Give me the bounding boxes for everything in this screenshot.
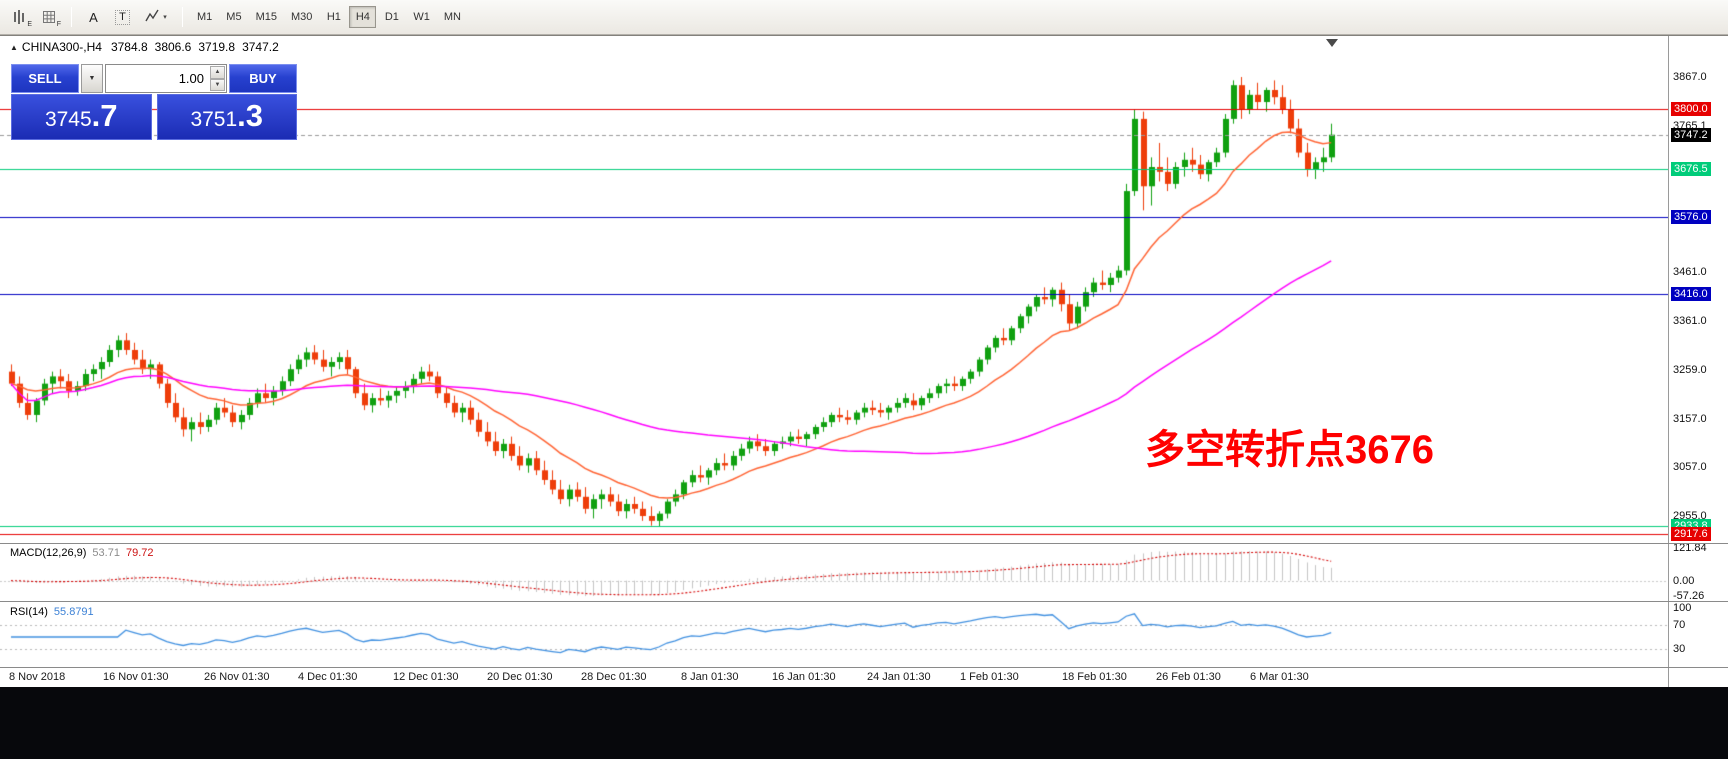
time-axis-label: 16 Nov 01:30 [103, 671, 169, 683]
macd-label: MACD(12,26,9) 53.71 79.72 [10, 547, 153, 559]
macd-indicator-canvas[interactable] [0, 544, 1668, 601]
timeframe-button-m5[interactable]: M5 [226, 11, 242, 23]
macd-main-value: 53.71 [92, 547, 120, 559]
tool-sub-label: E [27, 21, 32, 28]
price-badge: 3800.0 [1671, 102, 1711, 117]
time-axis-label: 18 Feb 01:30 [1062, 671, 1127, 683]
text-label-glyph: A [89, 9, 98, 25]
macd-axis-tick: -57.26 [1673, 589, 1705, 602]
ohlc-low: 3719.8 [198, 40, 236, 54]
timeframe-button-h4[interactable]: H4 [349, 6, 377, 28]
buy-button[interactable]: BUY [229, 64, 297, 93]
ask-price-main: 3751 [190, 108, 238, 131]
price-tick: 3461.0 [1673, 266, 1707, 279]
order-options-dropdown[interactable]: ▼ [81, 64, 103, 93]
price-badge: 3676.5 [1671, 161, 1711, 176]
time-axis-label: 26 Nov 01:30 [204, 671, 270, 683]
bar-chart-tool-icon[interactable]: E [7, 5, 34, 29]
tool-sub-label: F [56, 21, 61, 28]
macd-axis-tick: 0.00 [1673, 574, 1695, 587]
rsi-axis-tick: 100 [1673, 602, 1692, 614]
symbol-marker-icon: ▲ [10, 42, 18, 52]
chart-shift-marker-icon [1326, 39, 1338, 47]
symbol-title: CHINA300-,H4 [21, 40, 102, 54]
terminal-area [0, 687, 1728, 759]
text-box-tool-icon[interactable]: T [109, 5, 136, 29]
bid-price-main: 3745 [44, 108, 92, 131]
rsi-axis-tick: 30 [1673, 642, 1686, 655]
chevron-down-icon: ▾ [163, 14, 167, 21]
timeframe-button-d1[interactable]: D1 [384, 11, 399, 23]
text-label-tool-icon[interactable]: A [80, 5, 107, 29]
price-tick: 3867.0 [1673, 71, 1707, 83]
sell-button[interactable]: SELL [11, 64, 79, 93]
time-axis-label: 1 Feb 01:30 [960, 671, 1019, 683]
time-axis-label: 8 Jan 01:30 [681, 671, 739, 683]
time-axis-label: 8 Nov 2018 [9, 671, 66, 683]
polyline-tool-icon[interactable]: ▾ [138, 5, 174, 29]
price-tick: 3057.0 [1673, 460, 1707, 473]
timeframe-button-group: M1 M5 M15 M30 H1 H4 D1 W1 MN [190, 6, 468, 28]
time-axis[interactable]: 8 Nov 2018 16 Nov 01:30 26 Nov 01:30 4 Dec … [0, 668, 1668, 687]
rsi-value: 55.8791 [53, 606, 94, 618]
chart-window: ▲ CHINA300-,H4 3784.8 3806.6 3719.8 3747… [0, 35, 1728, 687]
timeframe-button-m1[interactable]: M1 [197, 11, 213, 23]
panel-splitter[interactable] [0, 543, 1728, 544]
timeframe-button-mn[interactable]: MN [443, 11, 461, 23]
time-axis-label: 16 Jan 01:30 [772, 671, 836, 683]
price-badge: 2917.6 [1671, 527, 1711, 542]
time-axis-label: 12 Dec 01:30 [393, 671, 459, 683]
bid-price-display[interactable]: 3745.7 [11, 94, 152, 140]
macd-axis-tick: 121.84 [1673, 542, 1707, 554]
price-axis[interactable]: 3867.0 3765.1 3461.0 3361.0 3259.0 3157.0 3057… [1668, 36, 1728, 687]
text-box-glyph: T [115, 9, 130, 25]
timeframe-button-w1[interactable]: W1 [413, 11, 430, 23]
price-tick: 3259.0 [1673, 363, 1707, 376]
rsi-label: RSI(14) 55.8791 [10, 606, 94, 618]
fibonacci-tool-icon[interactable]: F [36, 5, 63, 29]
time-axis-label: 6 Mar 01:30 [1250, 671, 1309, 683]
price-badge: 3416.0 [1671, 287, 1711, 302]
timeframe-button-m30[interactable]: M30 [290, 11, 313, 23]
spinner-up-icon[interactable]: ▲ [210, 66, 225, 79]
timeframe-button-m15[interactable]: M15 [255, 11, 277, 23]
ohlc-open: 3784.8 [110, 40, 148, 54]
toolbar: E F A T ▾ M1 M5 M15 M30 H1 H4 D1 W1 MN [0, 0, 1728, 35]
toolbar-separator [71, 7, 72, 27]
timeframe-button-h1[interactable]: H1 [326, 11, 341, 23]
toolbar-separator [182, 7, 183, 27]
price-badge: 3576.0 [1671, 210, 1711, 225]
volume-stepper: ▲ ▼ [210, 66, 225, 91]
macd-name: MACD(12,26,9) [10, 547, 87, 559]
panel-splitter[interactable] [0, 601, 1728, 602]
price-badge: 3747.2 [1671, 127, 1711, 142]
price-tick: 3157.0 [1673, 412, 1707, 425]
rsi-axis-tick: 70 [1673, 619, 1686, 632]
time-axis-label: 20 Dec 01:30 [487, 671, 553, 683]
rsi-name: RSI(14) [10, 606, 48, 618]
ohlc-close: 3747.2 [242, 40, 279, 54]
panel-splitter[interactable] [0, 667, 1728, 668]
bid-price-fraction: .7 [91, 98, 118, 133]
time-axis-label: 28 Dec 01:30 [581, 671, 647, 683]
time-axis-label: 26 Feb 01:30 [1156, 671, 1221, 683]
ask-price-fraction: .3 [237, 98, 264, 133]
time-axis-label: 24 Jan 01:30 [867, 671, 931, 683]
ask-price-display[interactable]: 3751.3 [156, 94, 297, 140]
spinner-down-icon[interactable]: ▼ [210, 78, 225, 91]
macd-signal-value: 79.72 [125, 547, 154, 559]
price-tick: 2955.0 [1673, 510, 1707, 523]
price-tick: 3361.0 [1673, 314, 1707, 327]
ohlc-high: 3806.6 [154, 40, 192, 54]
one-click-trading-panel: SELL ▼ 1.00 ▲ ▼ BUY 3745.7 37 [11, 64, 297, 140]
chevron-down-icon: ▼ [88, 75, 96, 82]
chart-header: ▲ CHINA300-,H4 3784.8 3806.6 3719.8 3747… [10, 40, 286, 54]
chart-text-annotation[interactable]: 多空转折点3676 [1145, 428, 1434, 472]
volume-input[interactable]: 1.00 ▲ ▼ [105, 64, 227, 93]
rsi-indicator-canvas[interactable] [0, 603, 1668, 667]
time-axis-label: 4 Dec 01:30 [298, 671, 358, 683]
volume-value: 1.00 [178, 71, 204, 86]
